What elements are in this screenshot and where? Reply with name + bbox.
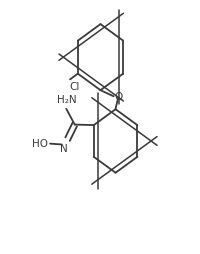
Text: N: N	[60, 145, 68, 154]
Text: Cl: Cl	[69, 82, 79, 92]
Text: H₂N: H₂N	[57, 95, 76, 105]
Text: O: O	[114, 91, 122, 102]
Text: HO: HO	[32, 139, 47, 149]
